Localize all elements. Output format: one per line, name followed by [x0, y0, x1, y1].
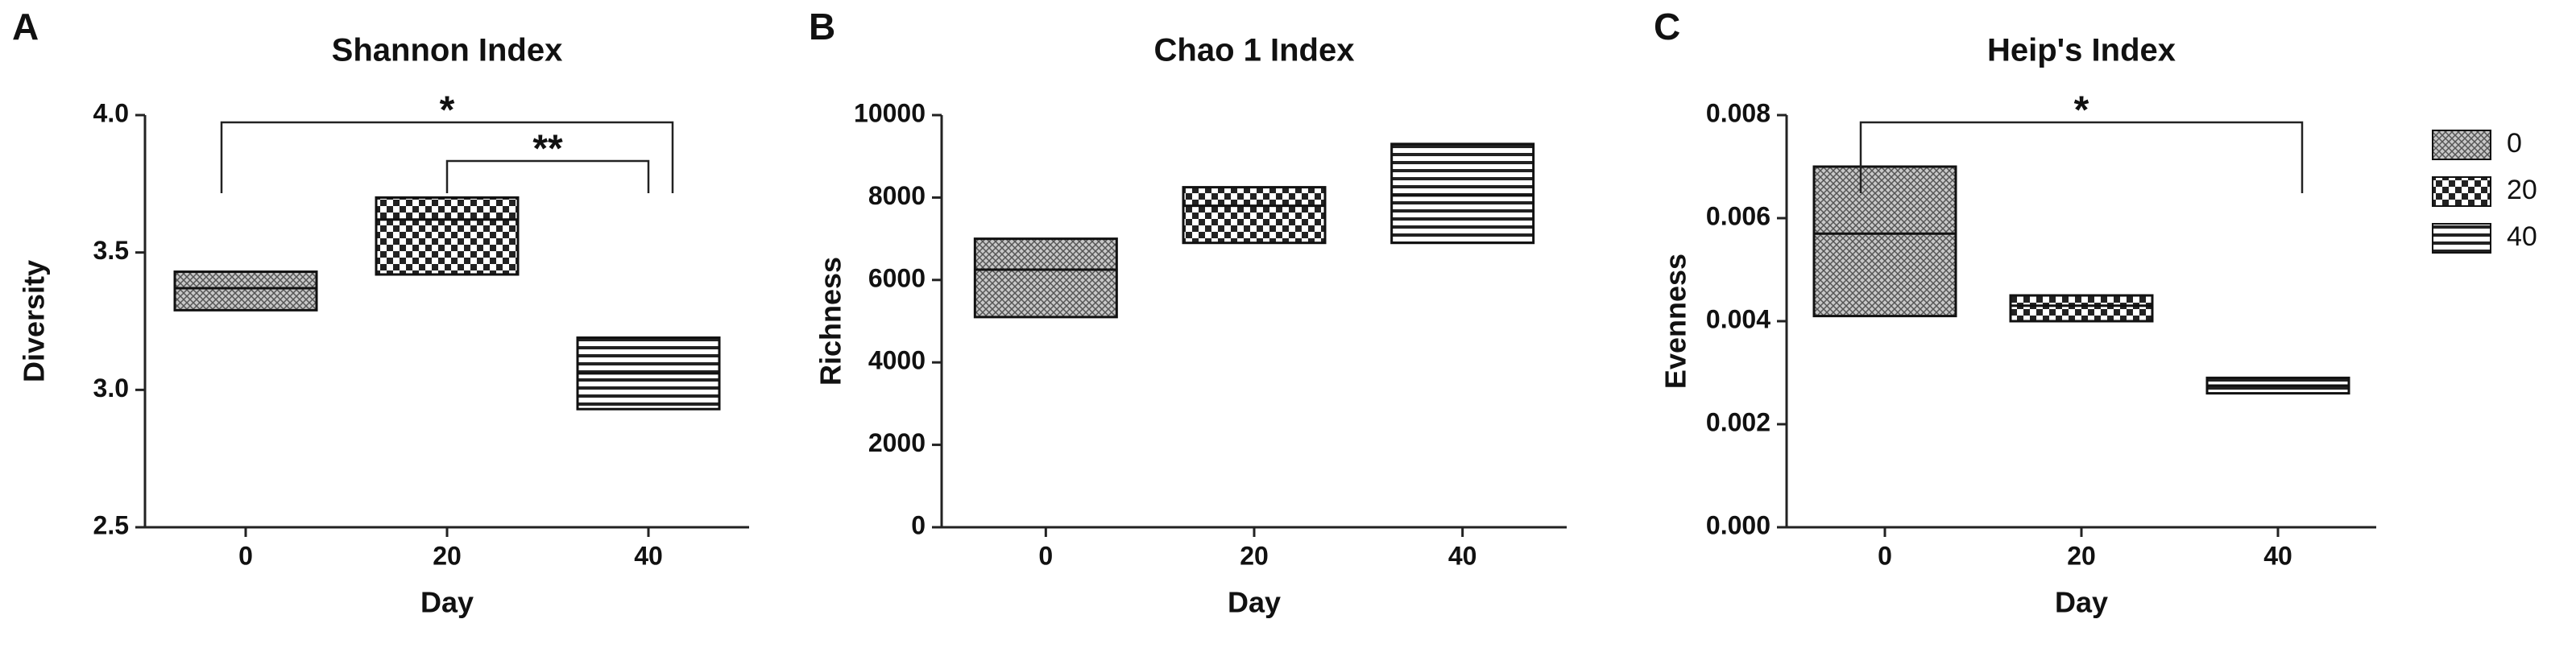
chart-title: Heip's Index: [1987, 33, 2176, 68]
y-axis-label: Evenness: [1659, 254, 1692, 389]
y-tick-label: 8000: [868, 181, 926, 210]
legend-swatch: [2432, 130, 2491, 160]
x-axis-label: Day: [420, 586, 474, 619]
y-tick-label: 0.006: [1706, 201, 1770, 230]
significance-bracket: [445, 159, 650, 193]
y-tick-label: 10000: [854, 98, 926, 127]
significance-mark: *: [440, 89, 455, 132]
significance-mark: **: [532, 128, 563, 171]
box: [375, 196, 520, 276]
y-axis-label: Richness: [814, 257, 847, 386]
x-tick-label: 20: [2067, 541, 2096, 570]
legend-label: 20: [2507, 175, 2537, 205]
y-tick-label: 0.000: [1706, 510, 1770, 539]
legend-swatch: [2432, 176, 2491, 207]
y-tick-label: 0.004: [1706, 304, 1770, 333]
box: [973, 237, 1118, 319]
y-tick-label: 0.008: [1706, 98, 1770, 127]
y-tick-label: 2.5: [93, 510, 129, 539]
chart-title: Chao 1 Index: [1154, 33, 1355, 68]
y-tick-label: 0: [911, 510, 926, 539]
chart-title: Shannon Index: [332, 33, 563, 68]
panel-label: C: [1654, 6, 1680, 47]
box: [2009, 294, 2154, 323]
y-tick-label: 6000: [868, 263, 926, 292]
legend-label: 0: [2507, 128, 2522, 159]
box: [1182, 186, 1327, 245]
y-tick-label: 4000: [868, 346, 926, 375]
x-tick-label: 20: [1240, 541, 1269, 570]
y-tick-label: 0.002: [1706, 407, 1770, 436]
y-tick-label: 3.5: [93, 236, 129, 265]
panel-label: B: [809, 6, 835, 47]
significance-bracket: [1859, 121, 2304, 193]
box: [1390, 142, 1535, 245]
y-axis-label: Diversity: [18, 260, 51, 382]
x-tick-label: 40: [1448, 541, 1477, 570]
box: [1812, 165, 1957, 318]
x-tick-label: 0: [1878, 541, 1892, 570]
x-tick-label: 0: [238, 541, 253, 570]
x-tick-label: 40: [634, 541, 663, 570]
significance-mark: *: [2074, 89, 2089, 132]
x-tick-label: 40: [2263, 541, 2292, 570]
x-tick-label: 20: [433, 541, 462, 570]
box: [173, 270, 318, 312]
y-tick-label: 3.0: [93, 374, 129, 402]
y-tick-label: 2000: [868, 428, 926, 457]
x-axis-label: Day: [1228, 586, 1281, 619]
panel-label: A: [12, 6, 39, 47]
legend-swatch: [2432, 223, 2491, 254]
legend-label: 40: [2507, 221, 2537, 252]
x-axis-label: Day: [2055, 586, 2108, 619]
x-tick-label: 0: [1038, 541, 1053, 570]
significance-bracket: [220, 121, 674, 193]
y-tick-label: 4.0: [93, 98, 129, 127]
